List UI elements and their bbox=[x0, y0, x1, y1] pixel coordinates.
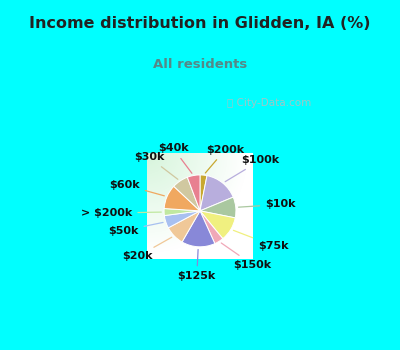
Wedge shape bbox=[200, 176, 233, 211]
Wedge shape bbox=[174, 177, 200, 211]
Text: > $200k: > $200k bbox=[81, 208, 161, 218]
Wedge shape bbox=[200, 211, 235, 239]
Wedge shape bbox=[164, 186, 200, 211]
Text: $60k: $60k bbox=[109, 180, 164, 196]
Text: $30k: $30k bbox=[134, 152, 178, 179]
Text: $200k: $200k bbox=[205, 145, 244, 173]
Text: $75k: $75k bbox=[234, 230, 288, 251]
Wedge shape bbox=[164, 209, 200, 216]
Text: $10k: $10k bbox=[238, 199, 296, 209]
Wedge shape bbox=[187, 175, 200, 211]
Text: $125k: $125k bbox=[178, 250, 216, 281]
Text: Ⓢ City-Data.com: Ⓢ City-Data.com bbox=[226, 98, 311, 107]
Text: $100k: $100k bbox=[225, 155, 280, 182]
Text: $150k: $150k bbox=[221, 243, 272, 270]
Wedge shape bbox=[164, 211, 200, 228]
Wedge shape bbox=[200, 197, 236, 218]
Text: All residents: All residents bbox=[153, 58, 247, 71]
Wedge shape bbox=[200, 175, 207, 211]
Text: $50k: $50k bbox=[108, 223, 163, 236]
Wedge shape bbox=[182, 211, 215, 247]
Wedge shape bbox=[168, 211, 200, 242]
Text: Income distribution in Glidden, IA (%): Income distribution in Glidden, IA (%) bbox=[29, 16, 371, 31]
Text: $20k: $20k bbox=[122, 237, 172, 261]
Text: $40k: $40k bbox=[158, 144, 192, 173]
Wedge shape bbox=[200, 211, 223, 244]
